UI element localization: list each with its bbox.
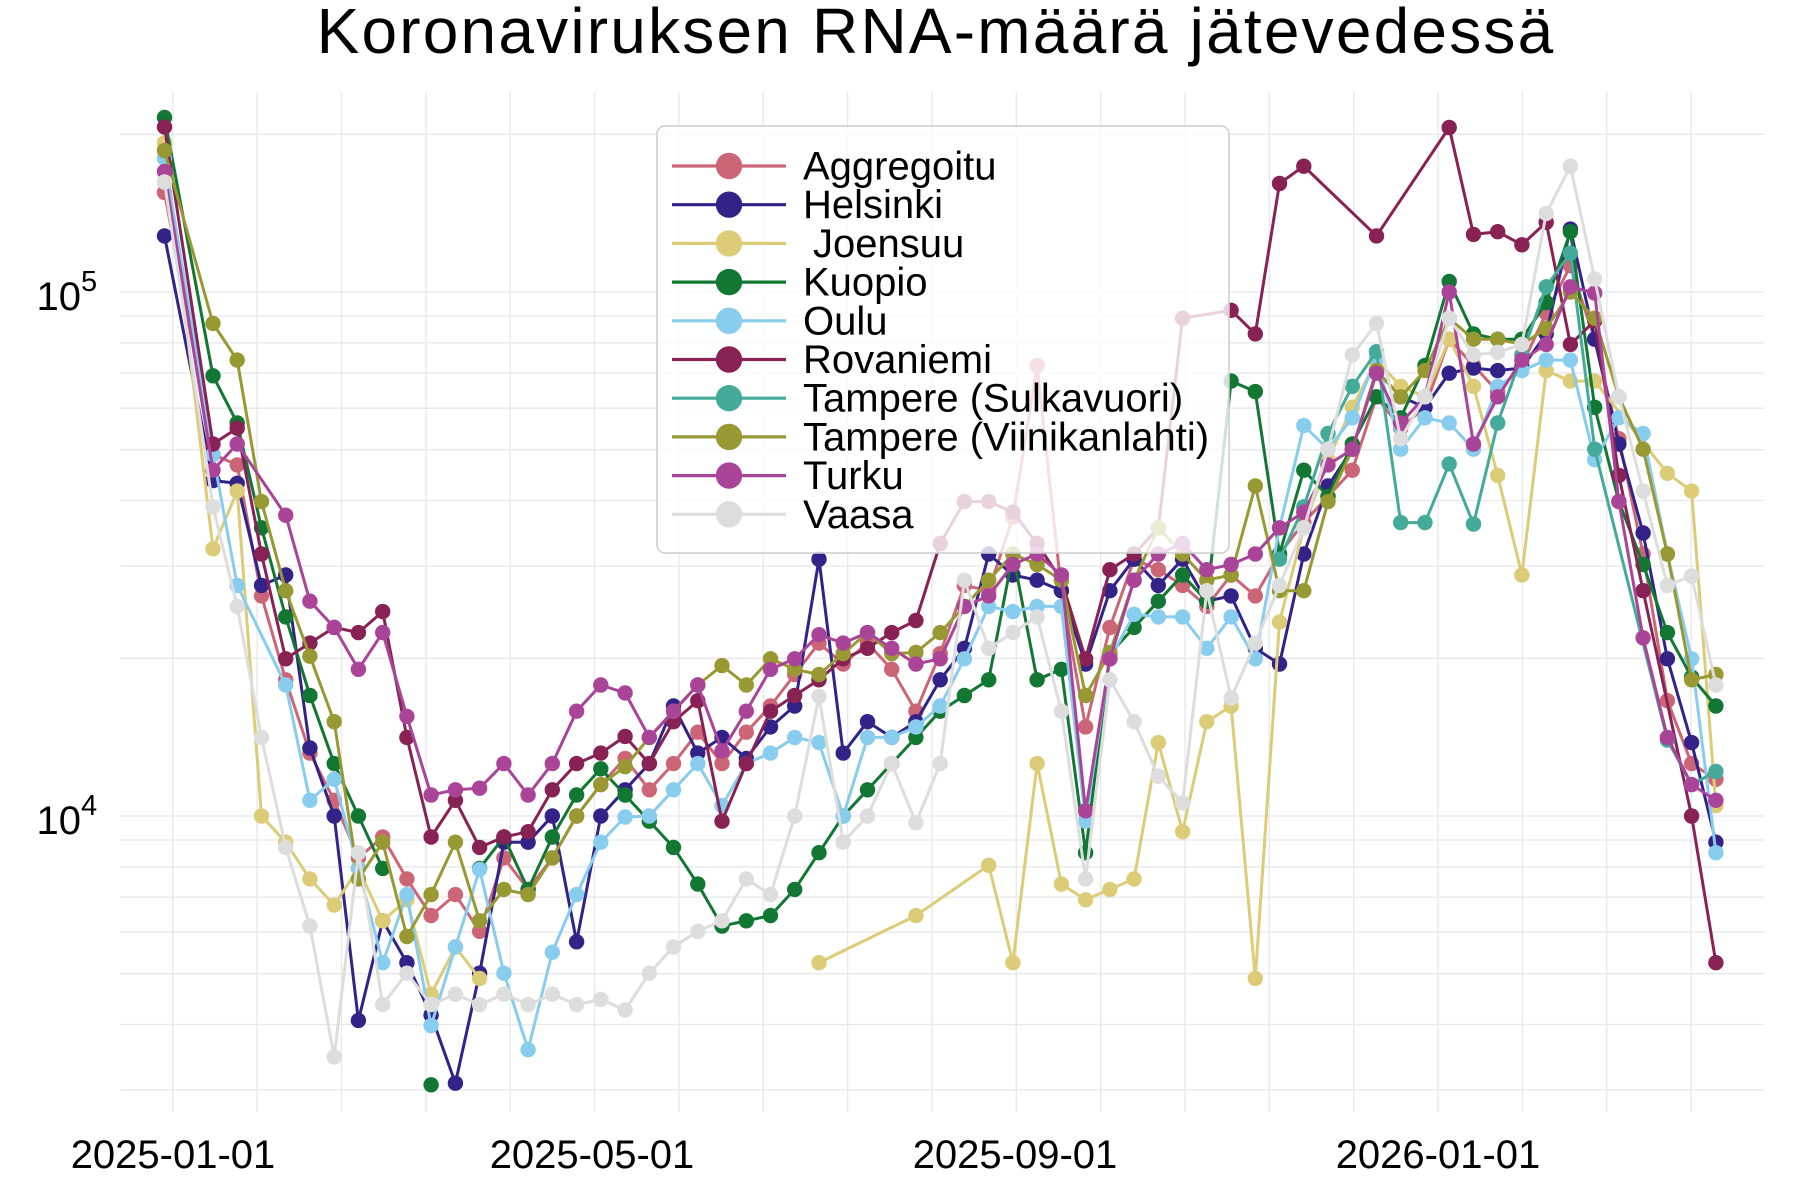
svg-text:10: 10 (37, 275, 82, 319)
svg-text:2025-05-01: 2025-05-01 (490, 1133, 695, 1177)
svg-text:Tampere (Viinikanlahti): Tampere (Viinikanlahti) (803, 415, 1209, 459)
svg-text:Koronaviruksen RNA-määrä jätev: Koronaviruksen RNA-määrä jätevedessä (317, 0, 1556, 67)
svg-text:5: 5 (81, 266, 97, 298)
svg-text:2026-01-01: 2026-01-01 (1336, 1133, 1541, 1177)
svg-text:Kuopio: Kuopio (803, 261, 928, 305)
svg-text:2025-09-01: 2025-09-01 (913, 1133, 1118, 1177)
svg-text:Turku: Turku (803, 454, 904, 498)
svg-text:Helsinki: Helsinki (803, 183, 943, 227)
svg-text:2025-01-01: 2025-01-01 (71, 1133, 276, 1177)
svg-text:Vaasa: Vaasa (803, 493, 914, 537)
svg-text:Oulu: Oulu (803, 299, 888, 343)
svg-text:Aggregoitu: Aggregoitu (803, 145, 996, 189)
svg-text:Tampere (Sulkavuori): Tampere (Sulkavuori) (803, 377, 1183, 421)
svg-text:Rovaniemi: Rovaniemi (803, 338, 992, 382)
svg-text:10: 10 (37, 799, 82, 843)
svg-text:Joensuu: Joensuu (813, 222, 964, 266)
svg-text:4: 4 (81, 790, 97, 822)
